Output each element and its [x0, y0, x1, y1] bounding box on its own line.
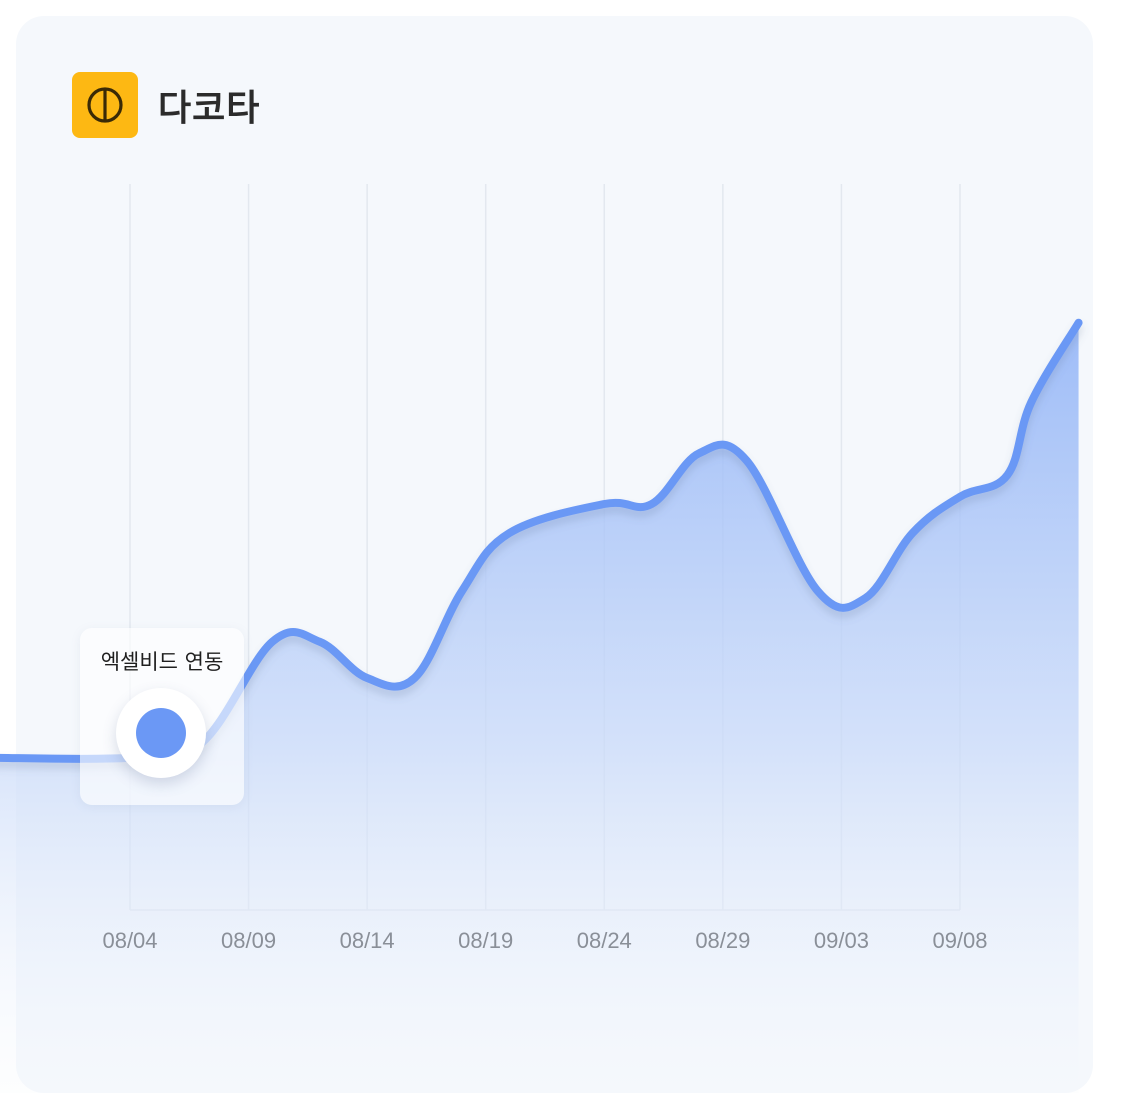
brand-name: 다코타	[158, 88, 261, 129]
brand-header: 다코타	[72, 72, 260, 138]
area-fill	[0, 322, 1079, 1093]
x-tick-label: 08/14	[340, 928, 395, 953]
x-tick-label: 08/29	[695, 928, 750, 953]
x-tick-label: 08/04	[102, 928, 157, 953]
event-tooltip: 엑셀비드 연동	[80, 628, 244, 805]
marker-dot	[136, 708, 186, 758]
x-tick-label: 08/19	[458, 928, 513, 953]
x-tick-label: 08/24	[577, 928, 632, 953]
series-line	[0, 318, 1083, 763]
tooltip-label: 엑셀비드 연동	[100, 650, 224, 674]
x-tick-label: 09/08	[932, 928, 987, 953]
x-tick-label: 09/03	[814, 928, 869, 953]
brand-logo-icon	[72, 72, 138, 138]
x-tick-label: 08/09	[221, 928, 276, 953]
event-marker[interactable]	[116, 688, 206, 778]
